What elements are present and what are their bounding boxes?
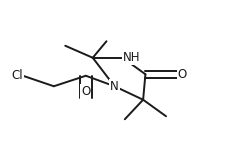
- Text: Cl: Cl: [11, 69, 23, 82]
- Text: O: O: [177, 68, 187, 81]
- Text: NH: NH: [123, 51, 140, 64]
- Text: N: N: [110, 80, 119, 93]
- Text: O: O: [81, 85, 90, 98]
